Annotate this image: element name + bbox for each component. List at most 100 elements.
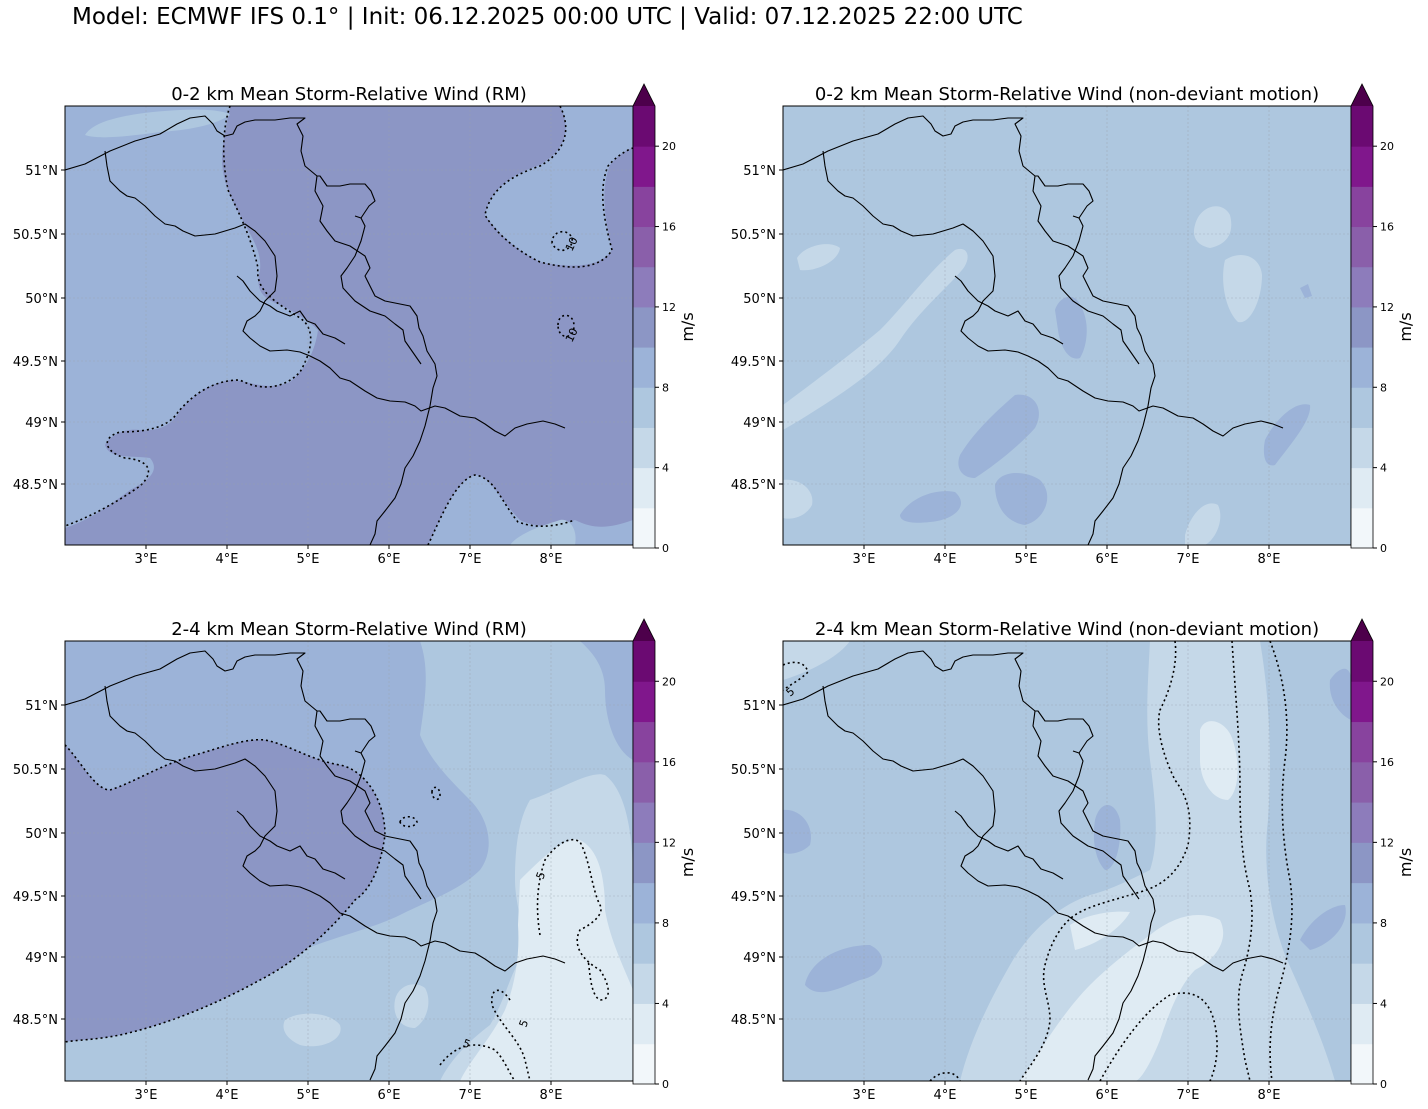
colorbar-tick-label: 16 [1380, 756, 1394, 769]
contour-label-5-b: 5 [517, 1018, 532, 1029]
panel-title-bottom-right: 2-4 km Mean Storm-Relative Wind (non-dev… [815, 619, 1319, 640]
x-tick-label: 4°E [934, 552, 957, 567]
colorbar-label: m/s [678, 848, 697, 877]
contour-line-5-west [65, 738, 386, 1043]
colorbar-segment [1351, 387, 1373, 428]
colorbar-segment [1351, 226, 1373, 268]
field-region-dark-spot6 [1300, 284, 1312, 298]
gridlines-bottom-right [783, 641, 1351, 1081]
colorbar-tick-label: 4 [1380, 462, 1387, 475]
colorbar-top-right: 0 4 8 12 16 20 m/s [1350, 83, 1415, 555]
country-borders-top-left [65, 115, 566, 545]
colorbar-tick-label: 20 [662, 140, 676, 153]
colorbar-segment [633, 963, 655, 1004]
colorbar-tick-label: 12 [1380, 301, 1394, 314]
field-region-dark-4 [1300, 905, 1346, 950]
field-region-dark-spot2 [900, 491, 961, 523]
panel-top-right: 0-2 km Mean Storm-Relative Wind (non-dev… [782, 84, 1352, 546]
contour-blob-b [399, 815, 418, 828]
x-tick-label: 5°E [1015, 552, 1038, 567]
field-region-mid-right [580, 641, 633, 760]
y-tick-label: 48.5°N [13, 478, 58, 493]
colorbar-segment [1351, 507, 1373, 549]
panel-title-bottom-left: 2-4 km Mean Storm-Relative Wind (RM) [171, 619, 527, 640]
x-tick-label: 7°E [1177, 552, 1200, 567]
y-tick-label: 51°N [25, 164, 58, 179]
colorbar-tick-label: 0 [662, 1078, 669, 1091]
y-tick-label: 50.5°N [731, 763, 776, 778]
colorbar-extend-triangle [633, 619, 655, 641]
colorbar-tick-label: 8 [662, 381, 669, 394]
gridlines-bottom-left [65, 641, 633, 1081]
panel-bottom-left: 2-4 km Mean Storm-Relative Wind (RM) 5 5… [64, 619, 634, 1082]
colorbar-segment [633, 922, 655, 964]
colorbar-tick-label: 20 [1380, 675, 1394, 688]
colorbar-segment [633, 387, 655, 428]
y-tick-label: 50.5°N [13, 763, 58, 778]
x-tick-label: 4°E [216, 1088, 239, 1103]
colorbar-segment [633, 106, 655, 147]
field-region-light-band [783, 248, 968, 430]
colorbar-tick-label: 12 [1380, 836, 1394, 849]
contour-line-10b [484, 106, 633, 268]
panel-title-top-right: 0-2 km Mean Storm-Relative Wind (non-dev… [815, 84, 1319, 105]
colorbar-segment [1351, 842, 1373, 884]
y-tick-label: 49.5°N [731, 890, 776, 905]
field-region-lightest-3 [1070, 911, 1130, 950]
y-tick-label: 49°N [743, 951, 776, 966]
y-tick-label: 50°N [25, 827, 58, 842]
map-top-left: 10 10 [65, 106, 633, 545]
field-region-dark-spot4 [1055, 296, 1087, 359]
colorbar-segment [633, 507, 655, 549]
y-tick-label: 50°N [25, 292, 58, 307]
country-border-line [65, 115, 438, 545]
country-border-line [65, 650, 438, 1081]
colorbar-segment [633, 641, 655, 682]
country-border-line [1035, 175, 1094, 219]
y-tick-label: 48.5°N [13, 1013, 58, 1028]
colorbar-label: m/s [1396, 848, 1415, 877]
y-tick-label: 50°N [743, 827, 776, 842]
colorbar-segment [1351, 146, 1373, 187]
x-tick-label: 7°E [459, 552, 482, 567]
colorbar-segment [633, 882, 655, 924]
colorbar-segment [1351, 922, 1373, 964]
field-region-high-left [65, 739, 385, 1042]
country-borders-top-right [783, 115, 1284, 545]
colorbar-segment [1351, 106, 1373, 147]
country-border-line [317, 175, 376, 219]
colorbar-tick-label: 0 [662, 542, 669, 555]
field-region-dark-spot5 [1263, 404, 1311, 466]
colorbar-segment [633, 347, 655, 388]
colorbar-outline [632, 83, 656, 549]
colorbar-segment [633, 186, 655, 228]
colorbar-tick-label: 20 [1380, 140, 1394, 153]
contour-label-5-c: 5 [461, 1037, 472, 1052]
gridlines-top-right [783, 106, 1351, 545]
colorbar-segment [1351, 802, 1373, 843]
colorbar-bottom-left: 0 4 8 12 16 20 m/s [632, 618, 697, 1091]
country-border-line [783, 115, 1156, 545]
panel-title-top-left: 0-2 km Mean Storm-Relative Wind (RM) [171, 84, 527, 105]
x-tick-label: 8°E [1258, 552, 1281, 567]
colorbar-outline [632, 618, 656, 1085]
country-border-line [1035, 710, 1094, 754]
colorbar-segment [1351, 681, 1373, 723]
y-tick-label: 49°N [25, 951, 58, 966]
contour-line-5-south [490, 989, 531, 1081]
field-region-light-spot1 [394, 984, 429, 1028]
country-border-line [340, 217, 422, 365]
field-region-light-spot1 [797, 244, 840, 271]
x-tick-label: 4°E [934, 1088, 957, 1103]
panel-bottom-right: 2-4 km Mean Storm-Relative Wind (non-dev… [782, 619, 1352, 1082]
x-tick-label: 6°E [1096, 552, 1119, 567]
field-region-lightest [460, 839, 633, 1081]
map-top-right [783, 106, 1351, 545]
colorbar-extend-triangle [1351, 619, 1373, 641]
country-border-line [104, 685, 566, 972]
contour-label-10-a: 10 [563, 235, 581, 253]
field-region-light-band [960, 641, 1335, 1081]
field-region-light-spot2 [1193, 206, 1232, 248]
country-border-line [104, 150, 566, 437]
country-border-line [822, 685, 1284, 972]
